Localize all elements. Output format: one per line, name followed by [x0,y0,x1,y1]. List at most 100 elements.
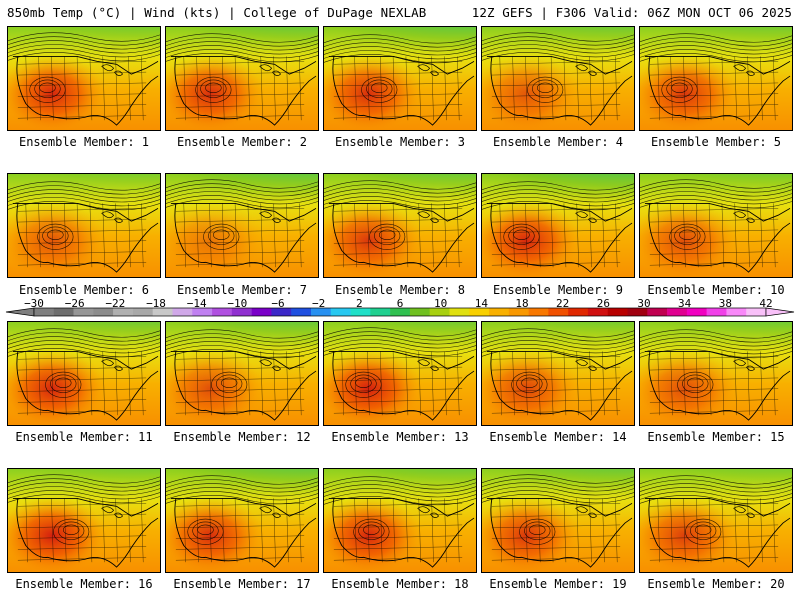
colorbar-tick-label: 14 [474,297,488,310]
colorbar-tick-label: 22 [556,297,570,310]
colorbar-segment [152,308,173,316]
ensemble-member-label: Ensemble Member: 7 [176,283,308,297]
ensemble-member-6-map [7,173,161,278]
colorbar-segment [34,308,55,316]
ensemble-member-5-map [639,26,793,131]
ensemble-member-label: Ensemble Member: 1 [18,135,150,149]
colorbar-segment [489,308,510,316]
temperature-map-graphic [8,322,160,425]
ensemble-member-label: Ensemble Member: 3 [334,135,466,149]
colorbar-segment [310,308,332,316]
colorbar-segment [746,308,767,316]
ensemble-member-label: Ensemble Member: 14 [489,430,627,444]
colorbar-tick-label: −18 [146,297,166,310]
colorbar-segment [330,308,351,316]
header-left-title: 850mb Temp (°C) | Wind (kts) | College o… [7,5,427,20]
temperature-map-graphic [324,174,476,277]
ensemble-member-16-map [7,468,161,573]
colorbar-segment [726,308,747,316]
colorbar-segment [627,308,648,316]
ensemble-member-4-map [481,26,635,131]
temperature-map-graphic [324,469,476,572]
temperature-map-graphic [640,322,792,425]
colorbar-segment [587,308,609,316]
colorbar-segment [132,308,154,316]
ensemble-member-label: Ensemble Member: 6 [18,283,150,297]
ensemble-member-3-map [323,26,477,131]
colorbar [0,296,800,320]
temperature-map-graphic [324,322,476,425]
colorbar-segment [53,308,74,316]
ensemble-member-label: Ensemble Member: 11 [15,430,153,444]
colorbar-segment [607,308,628,316]
colorbar-segment [93,308,114,316]
colorbar-segment [231,308,252,316]
colorbar-segment [469,308,490,316]
colorbar-graphic [5,307,795,317]
colorbar-segment [172,308,193,316]
ensemble-member-12-map [165,321,319,426]
colorbar-segment [113,308,134,316]
temperature-map-graphic [8,27,160,130]
temperature-map-graphic [640,469,792,572]
ensemble-member-1-map [7,26,161,131]
ensemble-member-20-map [639,468,793,573]
temperature-map-graphic [8,469,160,572]
colorbar-tick-label: −10 [227,297,248,310]
colorbar-segment [548,308,569,316]
ensemble-member-label: Ensemble Member: 15 [647,430,785,444]
temperature-map-graphic [166,27,318,130]
temperature-map-graphic [482,322,634,425]
ensemble-member-18-map [323,468,477,573]
ensemble-member-label: Ensemble Member: 4 [492,135,624,149]
colorbar-tick-label: −14 [186,297,207,310]
temperature-map-graphic [482,174,634,277]
colorbar-segment [706,308,727,316]
ensemble-member-label: Ensemble Member: 17 [173,577,311,591]
ensemble-member-label: Ensemble Member: 9 [492,283,624,297]
colorbar-segment [370,308,391,316]
colorbar-tick-label: 10 [434,297,448,310]
ensemble-member-2-map [165,26,319,131]
colorbar-segment [212,308,233,316]
ensemble-member-14-map [481,321,635,426]
colorbar-tick-label: 38 [718,297,732,310]
temperature-map-graphic [166,322,318,425]
ensemble-member-10-map [639,173,793,278]
ensemble-member-label: Ensemble Member: 12 [173,430,311,444]
colorbar-segment [350,308,371,316]
colorbar-tick-label: 26 [596,297,610,310]
temperature-map-graphic [640,174,792,277]
ensemble-member-label: Ensemble Member: 19 [489,577,627,591]
colorbar-segment [251,308,272,316]
colorbar-tick-label: −26 [64,297,85,310]
colorbar-tick-label: 42 [759,297,773,310]
colorbar-tick-label: −6 [271,297,285,310]
colorbar-tick-label: −2 [312,297,326,310]
ensemble-member-8-map [323,173,477,278]
ensemble-member-label: Ensemble Member: 5 [650,135,782,149]
colorbar-segment [647,308,668,316]
temperature-map-graphic [324,27,476,130]
colorbar-tick-label: 30 [637,297,651,310]
ensemble-member-9-map [481,173,635,278]
ensemble-member-13-map [323,321,477,426]
colorbar-segment [568,308,589,316]
colorbar-segment [291,308,312,316]
colorbar-tick-label: 6 [396,297,404,310]
colorbar-tick-label: 34 [678,297,692,310]
colorbar-tick-label: −22 [105,297,126,310]
ensemble-member-19-map [481,468,635,573]
temperature-map-graphic [166,174,318,277]
ensemble-member-label: Ensemble Member: 20 [647,577,785,591]
colorbar-tick-label: 18 [515,297,529,310]
temperature-map-graphic [482,469,634,572]
temperature-map-graphic [8,174,160,277]
colorbar-segment [271,308,292,316]
ensemble-member-label: Ensemble Member: 10 [647,283,785,297]
ensemble-member-15-map [639,321,793,426]
colorbar-segment [686,308,707,316]
ensemble-member-label: Ensemble Member: 8 [334,283,466,297]
colorbar-segment [73,308,94,316]
temperature-map-graphic [482,27,634,130]
